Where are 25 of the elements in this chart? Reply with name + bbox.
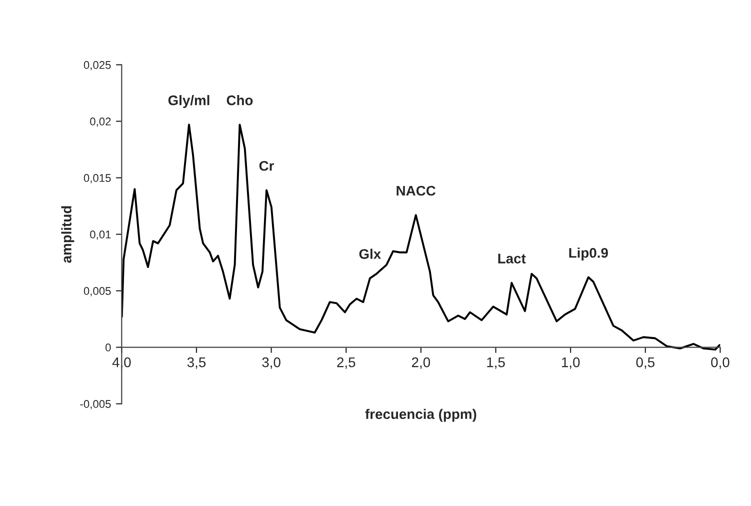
annotation: Glx (359, 248, 382, 259)
y-tick-label: 0,02 (90, 118, 111, 127)
line-series (122, 124, 720, 351)
y-tick-label: 0,01 (90, 230, 111, 240)
x-tick-label: 3,0 (262, 357, 280, 369)
x-tick-label: 1,0 (562, 357, 580, 369)
y-tick-label: 0,005 (84, 287, 111, 296)
x-tick-label: 1,5 (487, 358, 505, 369)
x-tick-label: 2,5 (337, 357, 356, 369)
x-axis-title: frecuencia (ppm) (365, 408, 476, 422)
y-tick-label: 0 (106, 344, 111, 352)
annotation: Lip0.9 (569, 248, 608, 261)
y-tick-label: 0,015 (84, 174, 111, 184)
x-tick-label: 0,0 (711, 357, 730, 369)
y-tick-label: 0,025 (84, 61, 111, 70)
y-tick-label: -0,005 (80, 400, 111, 410)
annotation: Cho (226, 95, 253, 106)
annotation: Cr (259, 160, 274, 171)
annotation: NACC (396, 186, 436, 196)
x-tick-label: 3,5 (187, 357, 206, 369)
annotation: Lact (498, 254, 526, 264)
annotation: Gly/ml (168, 95, 210, 108)
y-axis-title: amplitud (61, 206, 74, 263)
x-tick-label: 2,0 (412, 357, 430, 369)
x-tick-label: 0,5 (636, 357, 654, 369)
